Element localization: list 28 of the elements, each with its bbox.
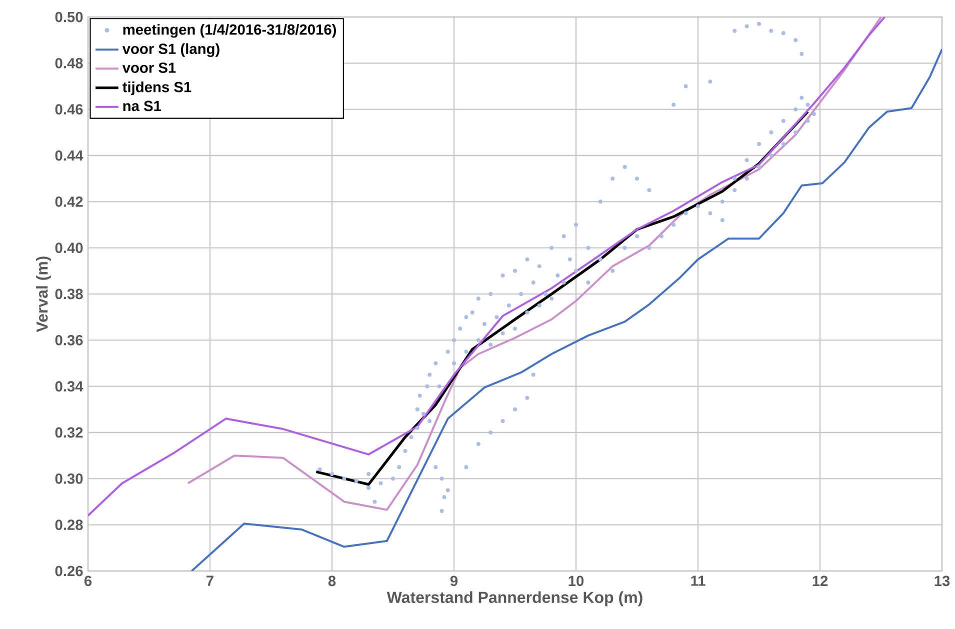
y-tick-label: 0.42	[55, 196, 83, 207]
y-tick-label: 0.40	[55, 242, 83, 254]
x-tick-label: 9	[450, 576, 458, 586]
x-tick-label: 12	[812, 576, 828, 586]
legend-label: tijdens S1	[122, 81, 192, 96]
legend-label: voor S1 (lang)	[122, 43, 220, 58]
x-tick-label: 7	[206, 576, 214, 586]
y-tick-label: 0.50	[55, 12, 83, 22]
y-axis-title: Verval (m)	[36, 256, 51, 332]
legend-label: na S1	[123, 100, 162, 112]
legend-label: voor S1	[122, 62, 176, 73]
x-tick-label: 8	[328, 576, 336, 586]
y-tick-label: 0.46	[55, 104, 83, 115]
y-tick-label: 0.28	[55, 520, 83, 530]
y-tick-label: 0.26	[55, 566, 83, 576]
y-tick-label: 0.34	[55, 381, 84, 392]
x-tick-label: 13	[934, 576, 950, 586]
y-tick-label: 0.32	[55, 427, 83, 438]
x-axis-title: Waterstand Pannerdense Kop (m)	[386, 591, 642, 606]
legend-label: meetingen (1/4/2016-31/8/2016)	[123, 24, 336, 38]
y-tick-label: 0.48	[55, 58, 83, 68]
y-tick-label: 0.30	[55, 473, 83, 484]
x-tick-label: 11	[691, 576, 706, 586]
y-tick-label: 0.36	[55, 334, 83, 346]
y-tick-label: 0.38	[55, 288, 83, 300]
y-tick-label: 0.44	[55, 150, 84, 161]
x-tick-label: 6	[84, 576, 92, 586]
x-tick-label: 10	[568, 576, 584, 586]
